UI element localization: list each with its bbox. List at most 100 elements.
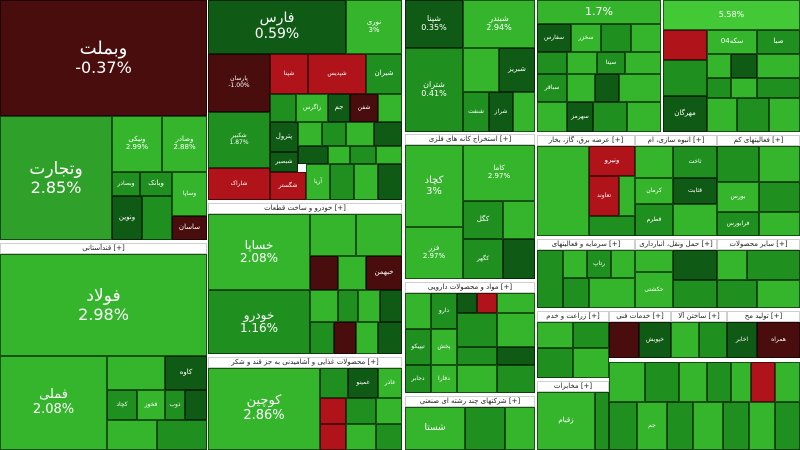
ticker-tile[interactable] <box>589 278 635 308</box>
sector-header[interactable]: مخابرات [+] <box>537 381 609 392</box>
ticker-tile[interactable] <box>270 94 296 122</box>
ticker-tile[interactable] <box>775 402 800 450</box>
ticker-tile[interactable] <box>693 402 723 450</box>
ticker-tile[interactable] <box>667 402 693 450</box>
ticker-tile[interactable] <box>717 280 757 308</box>
ticker-tile[interactable] <box>310 256 338 290</box>
ticker-tile[interactable] <box>497 365 535 393</box>
ticker-tile[interactable] <box>731 54 757 78</box>
ticker-tile[interactable] <box>537 250 563 308</box>
ticker-tile[interactable]: شگستر <box>270 172 306 200</box>
ticker-tile[interactable] <box>376 424 402 450</box>
ticker-tile[interactable]: پخش <box>431 329 457 365</box>
ticker-tile[interactable]: شاراک <box>208 168 270 200</box>
ticker-tile[interactable]: شپنا <box>270 54 308 94</box>
ticker-tile[interactable]: صبا <box>757 30 800 54</box>
ticker-tile[interactable]: آریا <box>306 164 330 200</box>
ticker-tile[interactable] <box>310 214 356 256</box>
ticker-tile[interactable] <box>717 146 759 182</box>
ticker-tile[interactable] <box>619 74 661 102</box>
ticker-tile[interactable] <box>757 78 800 98</box>
ticker-tile[interactable] <box>346 398 376 424</box>
ticker-tile[interactable]: ونیکی 2.99% <box>112 116 162 172</box>
ticker-tile[interactable] <box>503 239 535 279</box>
ticker-tile[interactable] <box>707 362 731 402</box>
ticker-tile[interactable]: وبانک <box>140 172 172 196</box>
ticker-tile[interactable]: وتجارت 2.85% <box>0 116 112 240</box>
ticker-tile[interactable] <box>463 48 499 92</box>
ticker-tile[interactable]: قثابت <box>673 178 717 204</box>
ticker-tile[interactable]: جم <box>637 402 667 450</box>
ticker-tile[interactable] <box>707 98 737 132</box>
ticker-tile[interactable] <box>759 212 800 236</box>
ticker-tile[interactable] <box>537 146 589 236</box>
ticker-tile[interactable] <box>747 250 800 280</box>
ticker-tile[interactable]: ساسان <box>172 216 207 240</box>
ticker-tile[interactable] <box>356 322 378 354</box>
ticker-tile[interactable] <box>320 398 346 424</box>
ticker-tile[interactable]: نوری 3% <box>346 0 402 54</box>
ticker-tile[interactable] <box>537 348 573 378</box>
ticker-tile[interactable]: شبندر 2.94% <box>463 0 535 48</box>
ticker-tile[interactable] <box>457 293 477 313</box>
ticker-tile[interactable] <box>595 74 619 102</box>
ticker-tile[interactable]: شکبیر 1.87% <box>208 112 270 168</box>
ticker-tile[interactable]: شراز <box>489 92 513 132</box>
ticker-tile[interactable]: سباقر <box>537 74 567 102</box>
ticker-tile[interactable] <box>631 24 661 52</box>
ticker-tile[interactable]: سفارس <box>537 24 571 52</box>
ticker-tile[interactable]: تیپیکو <box>405 329 431 365</box>
ticker-tile[interactable] <box>609 402 637 450</box>
ticker-tile[interactable]: فارس 0.59% <box>208 0 346 54</box>
ticker-tile[interactable]: سخزر <box>571 24 601 52</box>
ticker-tile[interactable] <box>567 74 595 102</box>
ticker-tile[interactable]: جم <box>328 94 350 122</box>
ticker-tile[interactable]: شپدیس <box>308 54 366 94</box>
ticker-tile[interactable] <box>142 196 172 240</box>
ticker-tile[interactable] <box>497 313 535 347</box>
ticker-tile[interactable]: کوچین 2.86% <box>208 368 320 450</box>
ticker-tile[interactable] <box>759 182 800 212</box>
ticker-tile[interactable] <box>537 322 573 348</box>
ticker-tile[interactable] <box>707 54 731 78</box>
ticker-tile[interactable] <box>354 164 378 200</box>
ticker-tile[interactable] <box>769 98 800 132</box>
ticker-tile[interactable] <box>378 164 402 200</box>
ticker-tile[interactable]: 1.7% <box>537 0 661 24</box>
ticker-tile[interactable]: شنفت <box>463 92 489 132</box>
ticker-tile[interactable]: خبهمن <box>366 256 402 290</box>
ticker-tile[interactable] <box>663 30 707 60</box>
ticker-tile[interactable] <box>537 102 567 132</box>
sector-header[interactable]: انبوه سازی، ام [+] <box>635 135 717 146</box>
ticker-tile[interactable]: حکشتی <box>635 272 673 308</box>
sector-header[interactable]: مواد و محصولات دارویی [+] <box>405 282 535 293</box>
ticker-tile[interactable] <box>717 250 747 280</box>
ticker-tile[interactable]: ونیرو <box>589 146 635 176</box>
ticker-tile[interactable] <box>457 347 497 365</box>
ticker-tile[interactable] <box>107 420 157 450</box>
sector-header[interactable]: خودرو و ساخت قطعات [+] <box>208 203 402 214</box>
sector-header[interactable]: زراعت و خدم [+] <box>537 311 609 322</box>
ticker-tile[interactable]: ذوب <box>165 390 185 420</box>
ticker-tile[interactable] <box>679 362 707 402</box>
sector-header[interactable]: حمل ونقل، انبارداری [+] <box>635 239 717 250</box>
ticker-tile[interactable] <box>609 362 645 402</box>
ticker-tile[interactable] <box>567 52 597 74</box>
ticker-tile[interactable] <box>310 322 334 354</box>
ticker-tile[interactable]: اخابر <box>727 322 757 358</box>
ticker-tile[interactable]: وبملت -0.37% <box>0 0 207 116</box>
sector-header[interactable]: قندآستانی [+] <box>0 243 207 254</box>
ticker-tile[interactable]: فولاد 2.98% <box>0 254 207 356</box>
ticker-tile[interactable]: کچاد <box>107 390 137 420</box>
ticker-tile[interactable]: شپنا 0.35% <box>405 0 463 48</box>
ticker-tile[interactable]: بورس <box>717 182 759 212</box>
ticker-tile[interactable]: خساپا 2.08% <box>208 214 310 290</box>
ticker-tile[interactable]: وصادر 2.88% <box>162 116 207 172</box>
ticker-tile[interactable]: دجابر <box>405 365 431 393</box>
sector-header[interactable]: محصولات غذایی و آشامیدنی به جز قند و شکر… <box>208 357 402 368</box>
ticker-tile[interactable]: فرابورس <box>717 212 759 236</box>
sector-header[interactable]: خدمات فنی [+] <box>609 311 671 322</box>
ticker-tile[interactable]: کگل <box>463 201 503 239</box>
ticker-tile[interactable] <box>589 216 635 236</box>
ticker-tile[interactable] <box>320 424 346 450</box>
